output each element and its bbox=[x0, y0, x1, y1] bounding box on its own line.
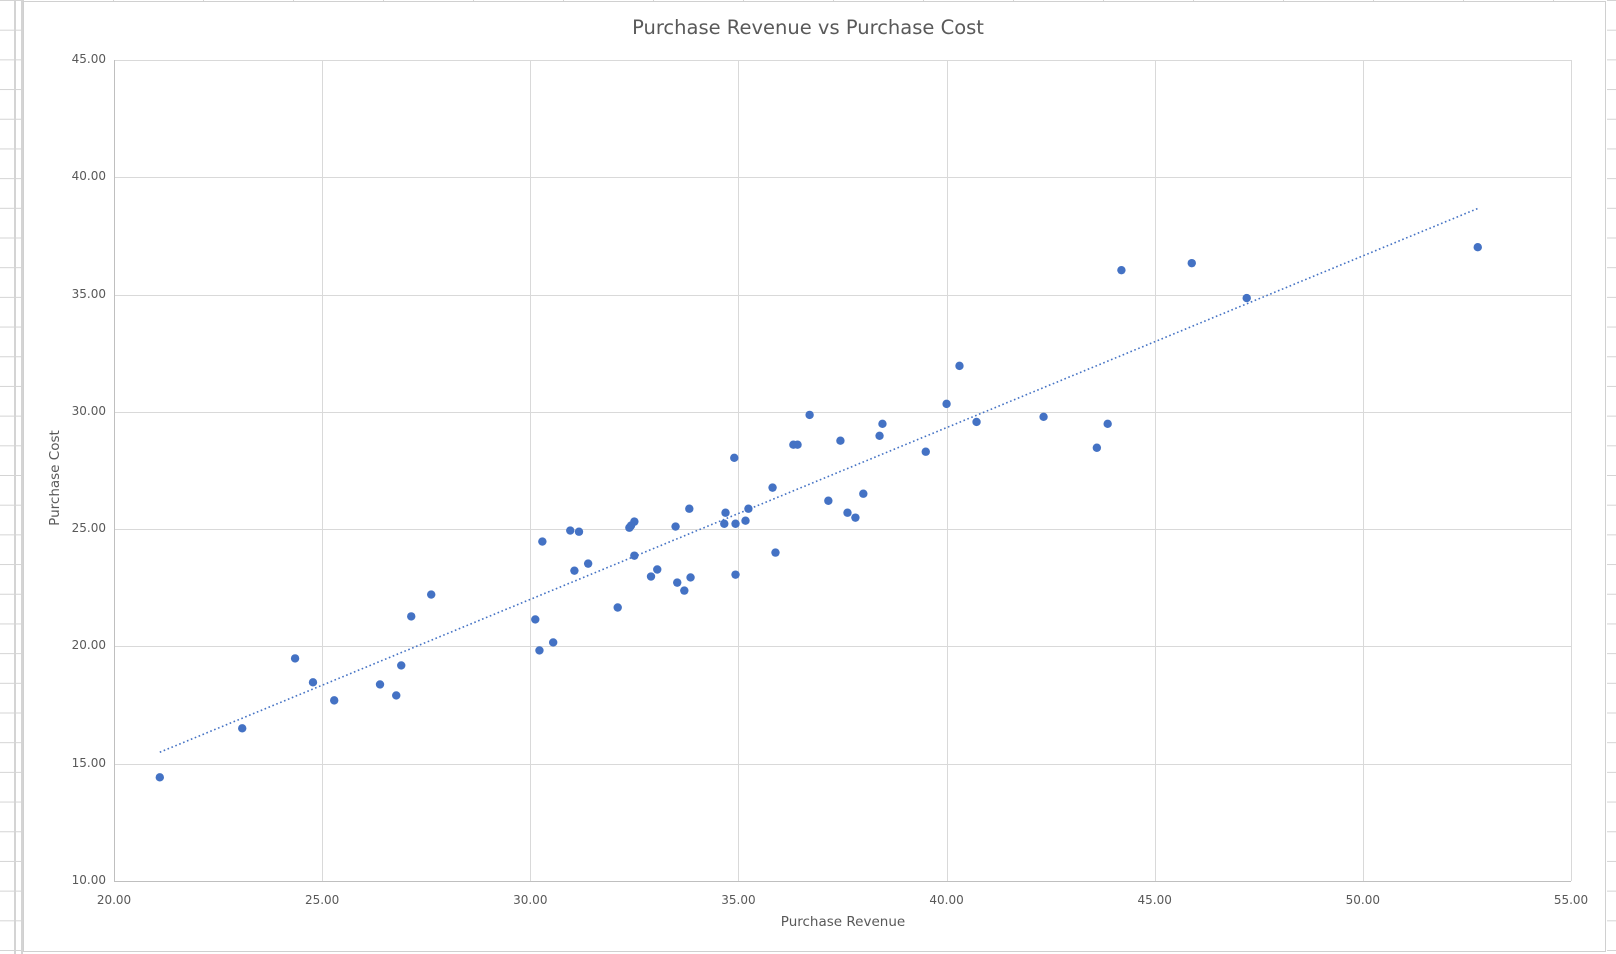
x-tick-label: 25.00 bbox=[304, 893, 340, 907]
data-point[interactable] bbox=[673, 578, 682, 587]
data-point[interactable] bbox=[731, 570, 740, 579]
chart-title[interactable]: Purchase Revenue vs Purchase Cost bbox=[632, 16, 984, 39]
x-tick-label: 35.00 bbox=[721, 893, 756, 907]
data-point[interactable] bbox=[566, 526, 575, 535]
data-point[interactable] bbox=[686, 573, 695, 582]
data-point[interactable] bbox=[680, 586, 689, 595]
data-point[interactable] bbox=[1103, 419, 1112, 429]
data-point[interactable] bbox=[407, 612, 416, 621]
data-point[interactable] bbox=[851, 513, 860, 522]
data-point[interactable] bbox=[392, 691, 401, 700]
data-point[interactable] bbox=[878, 419, 887, 429]
spreadsheet-row-gutter bbox=[0, 0, 23, 954]
x-tick-label: 55.00 bbox=[1553, 893, 1589, 907]
data-point[interactable] bbox=[613, 603, 622, 612]
data-point[interactable] bbox=[1187, 258, 1196, 268]
y-tick-label: 30.00 bbox=[71, 403, 106, 418]
data-point[interactable] bbox=[397, 661, 406, 670]
data-point[interactable] bbox=[685, 504, 694, 513]
data-point[interactable] bbox=[653, 565, 662, 574]
data-point[interactable] bbox=[720, 519, 729, 528]
linear-trendline[interactable] bbox=[159, 207, 1479, 753]
data-point[interactable] bbox=[824, 496, 833, 505]
data-point[interactable] bbox=[1117, 265, 1126, 275]
data-point[interactable] bbox=[574, 527, 584, 536]
gridlines bbox=[114, 60, 1572, 882]
data-point[interactable] bbox=[583, 559, 593, 568]
chart-area[interactable] bbox=[23, 1, 1606, 952]
y-tick-label: 20.00 bbox=[71, 638, 106, 653]
data-point[interactable] bbox=[330, 696, 339, 705]
data-point[interactable] bbox=[155, 773, 164, 782]
data-point[interactable] bbox=[671, 522, 680, 531]
data-point[interactable] bbox=[548, 638, 558, 647]
data-point[interactable] bbox=[875, 431, 884, 440]
data-point[interactable] bbox=[375, 680, 385, 689]
data-point[interactable] bbox=[741, 516, 750, 525]
x-tick-label: 45.00 bbox=[1137, 893, 1172, 907]
x-tick-label: 40.00 bbox=[929, 893, 964, 907]
y-tick-label: 45.00 bbox=[71, 52, 106, 66]
data-point[interactable] bbox=[730, 453, 739, 463]
data-point[interactable] bbox=[731, 519, 740, 528]
data-point[interactable] bbox=[646, 572, 656, 581]
data-point[interactable] bbox=[955, 361, 964, 371]
data-point[interactable] bbox=[570, 566, 579, 575]
data-point[interactable] bbox=[744, 504, 753, 513]
data-point[interactable] bbox=[972, 417, 981, 427]
spreadsheet-grid-right bbox=[1607, 0, 1616, 954]
data-point[interactable] bbox=[771, 548, 780, 557]
data-point[interactable] bbox=[238, 724, 247, 733]
data-point[interactable] bbox=[535, 646, 544, 655]
data-point[interactable] bbox=[531, 615, 540, 624]
data-point[interactable] bbox=[427, 590, 436, 599]
x-tick-label: 20.00 bbox=[96, 893, 132, 907]
data-point[interactable] bbox=[836, 436, 845, 445]
data-point[interactable] bbox=[942, 399, 951, 409]
data-point[interactable] bbox=[290, 654, 300, 663]
data-point[interactable] bbox=[1242, 293, 1251, 303]
data-point[interactable] bbox=[1039, 412, 1048, 421]
trendline[interactable] bbox=[159, 207, 1479, 753]
y-tick-label: 25.00 bbox=[71, 521, 106, 536]
y-tick-label: 40.00 bbox=[71, 169, 106, 184]
y-tick-label: 15.00 bbox=[71, 755, 106, 770]
data-point[interactable] bbox=[859, 489, 868, 498]
data-point[interactable] bbox=[630, 517, 639, 526]
y-tick-label: 35.00 bbox=[71, 286, 106, 301]
data-point[interactable] bbox=[793, 440, 802, 449]
data-point[interactable] bbox=[1092, 443, 1102, 452]
data-point[interactable] bbox=[921, 447, 930, 456]
data-point[interactable] bbox=[805, 410, 814, 420]
x-axis-title[interactable]: Purchase Revenue bbox=[780, 914, 906, 930]
x-tick-label: 50.00 bbox=[1345, 893, 1381, 907]
x-tick-label: 30.00 bbox=[513, 893, 548, 907]
y-axis-title[interactable]: Purchase Cost bbox=[47, 430, 63, 526]
data-point[interactable] bbox=[768, 483, 777, 492]
data-points[interactable] bbox=[155, 242, 1482, 782]
data-point[interactable] bbox=[1473, 242, 1482, 252]
data-point[interactable] bbox=[843, 508, 852, 517]
data-point[interactable] bbox=[721, 508, 730, 517]
y-tick-label: 10.00 bbox=[71, 873, 106, 887]
data-point[interactable] bbox=[630, 551, 639, 560]
data-point[interactable] bbox=[308, 678, 318, 687]
data-point[interactable] bbox=[538, 537, 547, 546]
